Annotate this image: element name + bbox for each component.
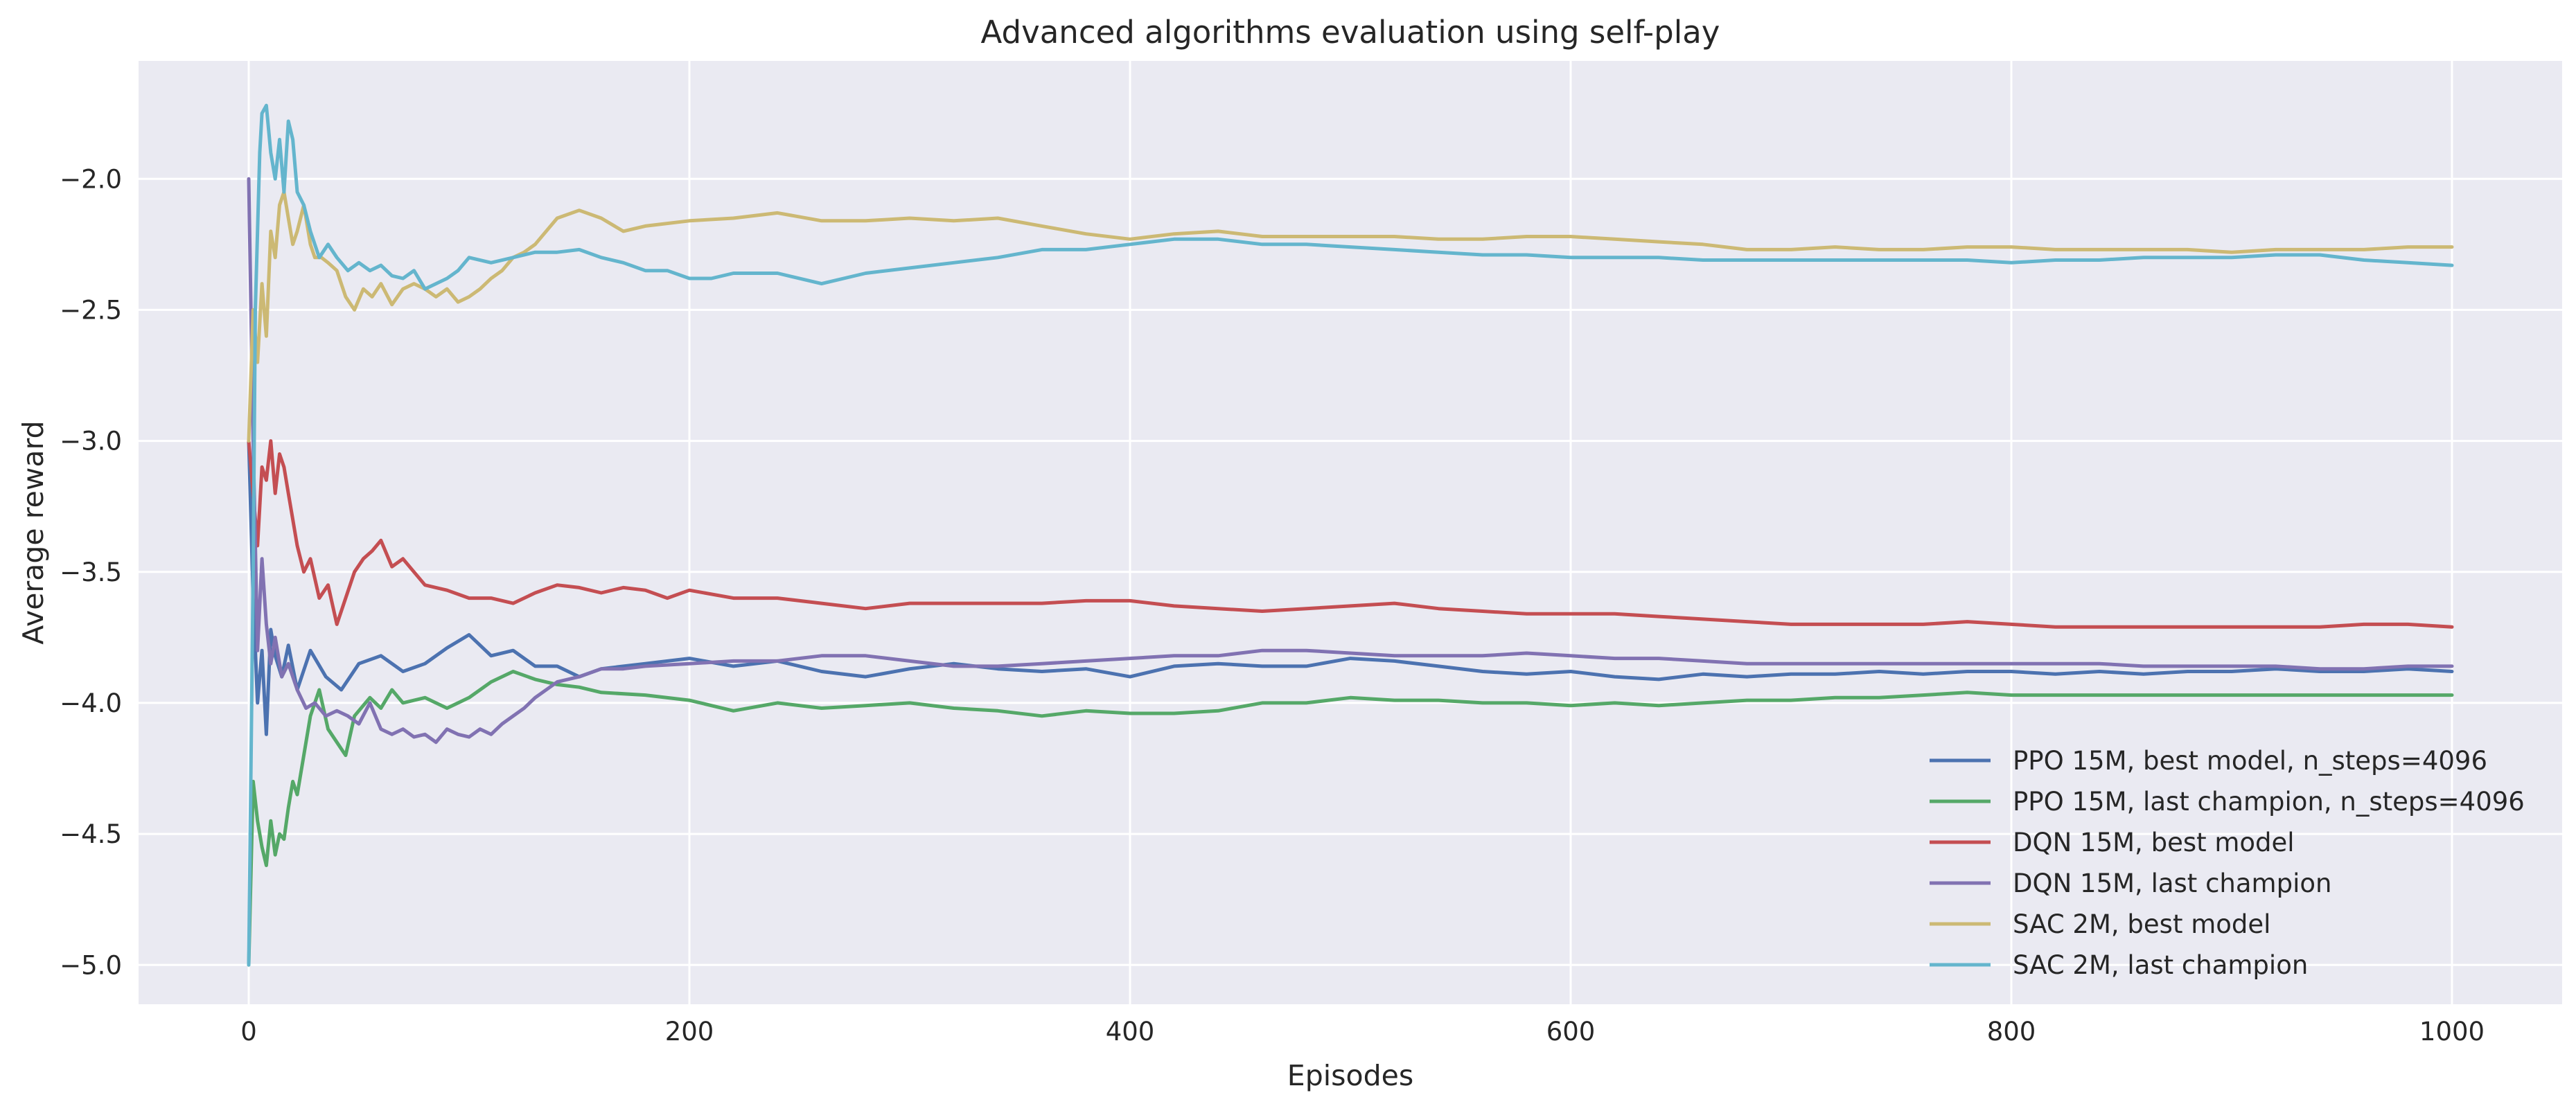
legend: PPO 15M, best model, n_steps=4096 PPO 15M…: [1930, 746, 2525, 980]
series-line: [247, 190, 2454, 443]
series-line: [247, 670, 2454, 967]
x-tick-label: 1000: [2419, 1017, 2485, 1047]
x-tick-label: 200: [665, 1017, 714, 1047]
x-tick-label: 400: [1106, 1017, 1155, 1047]
chart-title: Advanced algorithms evaluation using sel…: [981, 14, 1720, 51]
legend-label: SAC 2M, best model: [2013, 909, 2270, 939]
x-tick-label: 800: [1987, 1017, 2036, 1047]
series-layer: [247, 103, 2454, 967]
y-tick-label: −3.5: [60, 558, 122, 587]
legend-label: PPO 15M, last champion, n_steps=4096: [2013, 787, 2525, 817]
plot-area: [139, 61, 2562, 1004]
y-tick-label: −2.5: [60, 295, 122, 325]
legend-label: DQN 15M, best model: [2013, 828, 2295, 857]
y-tick-label: −4.0: [60, 688, 122, 718]
y-axis-label: Average reward: [17, 420, 50, 644]
legend-label: DQN 15M, last champion: [2013, 869, 2331, 898]
y-tick-label: −2.0: [60, 164, 122, 194]
series-line: [247, 103, 2454, 967]
tick-labels: 0 200 400 600 800 1000 −5.0 −4.5 −4.0 −3.5 −3.0 −2.…: [60, 164, 2485, 1047]
gridlines: [139, 61, 2562, 1004]
legend-label: SAC 2M, last champion: [2013, 950, 2308, 980]
series-line: [247, 439, 2454, 736]
legend-label: PPO 15M, best model, n_steps=4096: [2013, 746, 2487, 776]
series-line: [247, 177, 2454, 745]
x-axis-label: Episodes: [1287, 1059, 1413, 1092]
series-line: [247, 439, 2454, 629]
y-tick-label: −4.5: [60, 819, 122, 849]
x-tick-label: 600: [1546, 1017, 1596, 1047]
y-tick-label: −3.0: [60, 427, 122, 456]
x-tick-label: 0: [240, 1017, 257, 1047]
y-tick-label: −5.0: [60, 950, 122, 980]
